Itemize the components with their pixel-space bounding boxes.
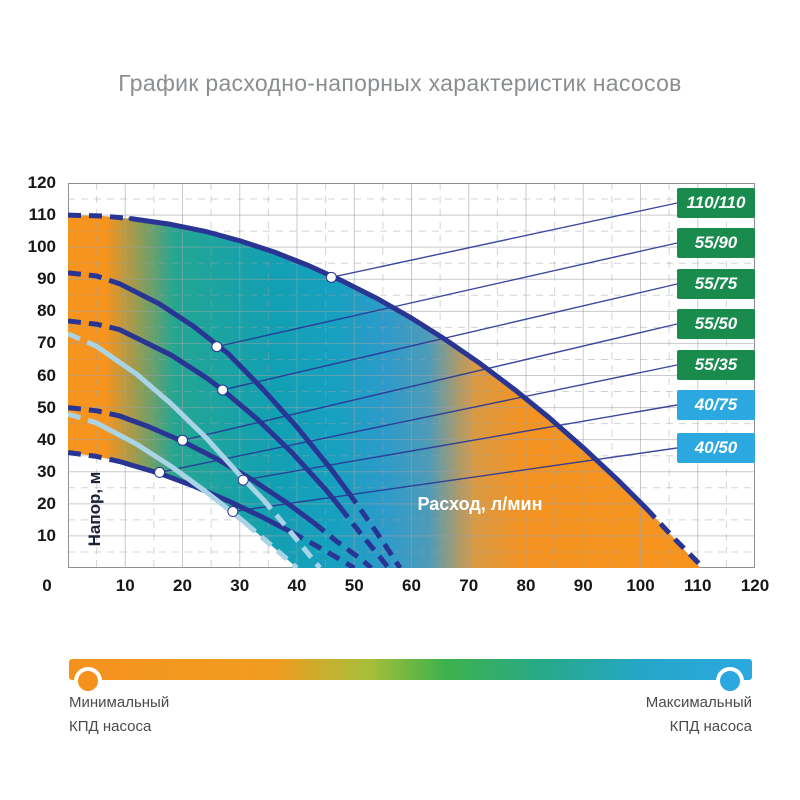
x-tick-80: 80: [516, 576, 536, 595]
x-tick-20: 20: [173, 576, 192, 595]
x-tick-10: 10: [115, 576, 135, 595]
pump-curve-110-110: [128, 216, 649, 511]
y-tick-20: 20: [37, 493, 56, 513]
pump-curve-40-50-dash-end: [243, 521, 299, 568]
min-efficiency-label-line2: КПД насоса: [69, 718, 152, 735]
max-efficiency-label: Максимальный КПД насоса: [646, 691, 752, 739]
x-tick-90: 90: [573, 576, 593, 595]
x-axis-title: Расход, л/мин: [417, 494, 543, 514]
x-tick-30: 30: [230, 576, 250, 595]
curve-marker-55-75: [217, 384, 229, 396]
pump-badge-55-50: 55/50: [677, 309, 755, 339]
min-efficiency-label: Минимальный КПД насоса: [69, 691, 169, 739]
pump-badge-55-35: 55/35: [677, 350, 755, 380]
y-tick-90: 90: [37, 269, 56, 289]
x-tick-40: 40: [287, 576, 307, 595]
pump-curve-55-90: [117, 281, 351, 496]
pump-curve-55-75-dash-end: [337, 505, 391, 568]
curve-marker-55-35: [154, 466, 166, 478]
pump-curve-110-110-dash-end: [644, 506, 706, 568]
leader-line-55-90: [216, 242, 678, 348]
y-tick-40: 40: [37, 429, 56, 449]
y-tick-60: 60: [37, 365, 56, 385]
x-tick-120: 120: [740, 576, 770, 595]
y-tick-30: 30: [37, 461, 56, 481]
y-axis-title: Напор, м: [85, 471, 104, 547]
y-tick-10: 10: [37, 525, 56, 545]
leader-line-55-50: [182, 323, 678, 441]
pump-curve-40-50-dash-start: [68, 411, 98, 426]
pump-curve-55-75-dash-start: [68, 318, 121, 333]
pump-curve-40-75-dash-end: [260, 497, 322, 568]
y-tick-80: 80: [37, 301, 56, 321]
x-tick-0: 0: [42, 576, 52, 595]
y-tick-120: 120: [27, 173, 56, 192]
pump-badge-40-50: 40/50: [677, 433, 755, 463]
min-efficiency-dot: [74, 667, 102, 695]
y-tick-70: 70: [37, 333, 56, 353]
max-efficiency-label-line1: Максимальный: [645, 694, 752, 711]
y-tick-110: 110: [28, 205, 56, 225]
max-efficiency-label-line2: КПД насоса: [669, 718, 752, 735]
pump-badge-40-75: 40/75: [677, 390, 755, 420]
leader-line-40-75: [243, 404, 678, 481]
curve-marker-55-50: [177, 434, 188, 446]
leader-line-110-110: [331, 202, 678, 279]
pump-badge-55-75: 55/75: [677, 269, 755, 299]
efficiency-gradient-bar: [69, 659, 752, 680]
curve-marker-40-75: [237, 474, 249, 486]
curve-marker-40-50: [227, 506, 239, 518]
pump-curve-55-50-dash-end: [312, 521, 374, 568]
x-tick-70: 70: [459, 576, 479, 595]
curve-marker-55-90: [211, 341, 223, 353]
x-tick-100: 100: [626, 576, 655, 595]
pump-curve-55-35-dash-start: [68, 450, 121, 464]
y-tick-50: 50: [37, 397, 56, 417]
chart-title: График расходно-напорных характеристик н…: [118, 70, 682, 96]
x-tick-50: 50: [344, 576, 364, 595]
pump-curve-55-90-dash-end: [346, 491, 403, 568]
pump-badge-110-110: 110/110: [677, 188, 755, 218]
curve-marker-110-110: [325, 271, 337, 283]
leader-line-55-75: [222, 283, 678, 391]
pump-curve-55-50-dash-start: [68, 405, 121, 419]
pump-curve-55-75: [117, 327, 343, 510]
min-efficiency-label-line1: Минимальный: [69, 694, 170, 711]
efficiency-region: [68, 215, 701, 568]
pump-curve-55-90-dash-start: [68, 270, 121, 287]
pump-badge-55-90: 55/90: [677, 228, 755, 258]
pump-curve-55-35-dash-end: [290, 529, 356, 568]
pump-curve-40-75-dash-start: [68, 331, 98, 349]
leader-line-40-50: [232, 447, 678, 513]
pump-curve-110-110-dash-start: [68, 212, 132, 222]
x-tick-110: 110: [684, 576, 712, 595]
leader-line-55-35: [159, 364, 678, 474]
x-tick-60: 60: [402, 576, 421, 595]
pump-curve-55-50: [117, 413, 317, 526]
pump-curves-canvas: [68, 183, 755, 568]
y-tick-100: 100: [27, 237, 56, 257]
max-efficiency-dot: [716, 667, 744, 695]
